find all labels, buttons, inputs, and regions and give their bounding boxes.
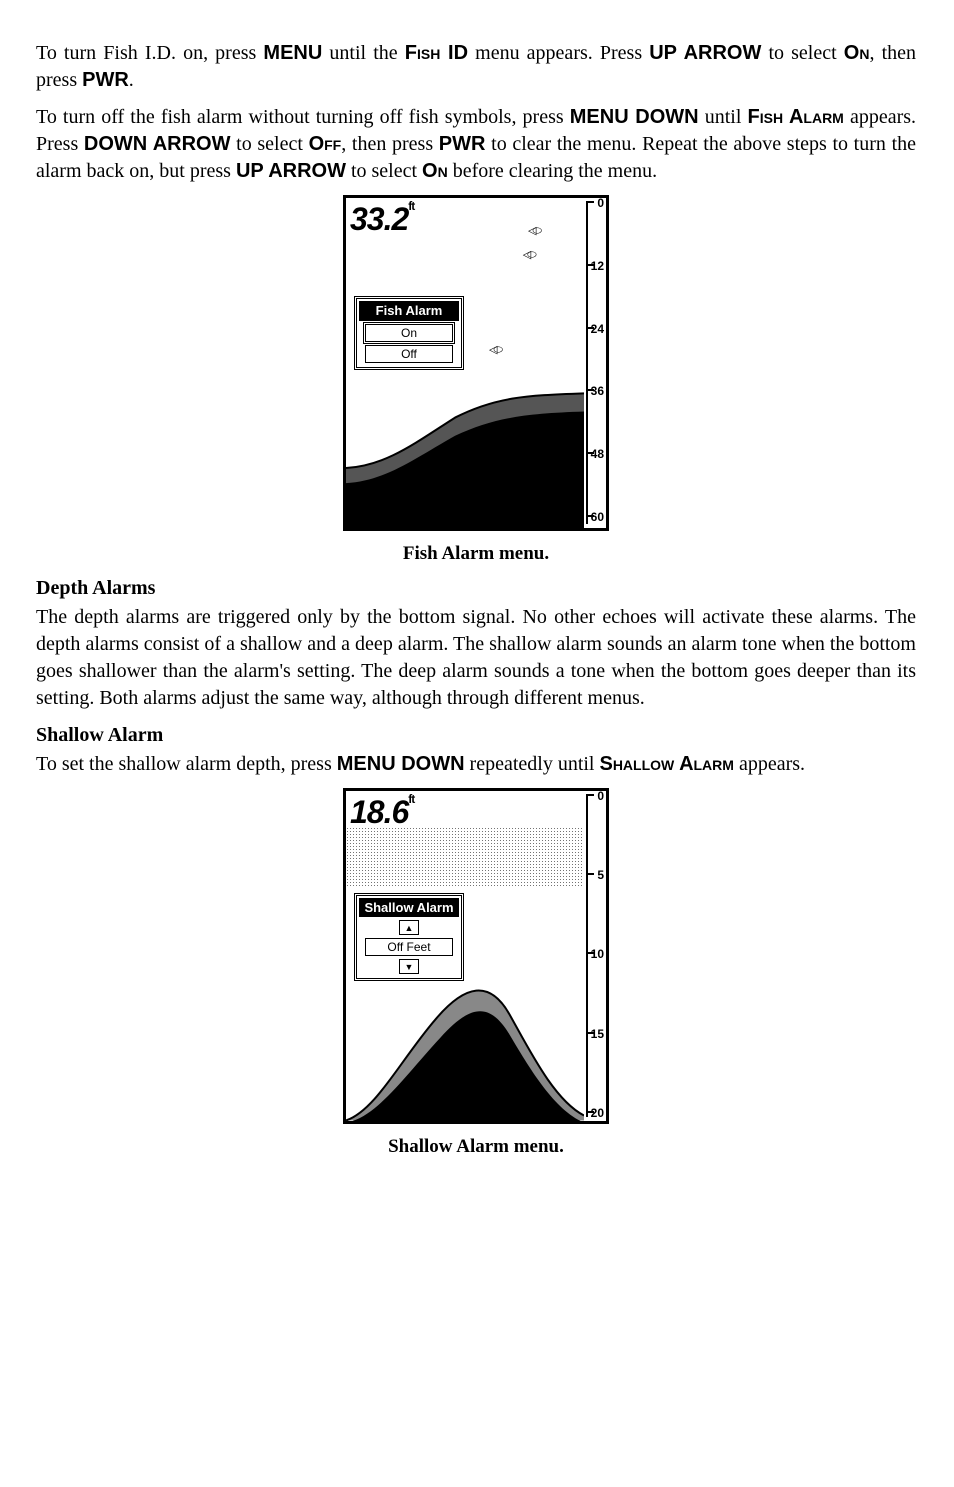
- text: to select: [346, 160, 422, 182]
- text: repeatedly until: [465, 753, 600, 775]
- label-fish-id: Fish ID: [405, 42, 468, 64]
- depth-tick-label: 60: [591, 509, 604, 525]
- depth-tick-label: 12: [591, 258, 604, 274]
- text: To turn Fish I.D. on, press: [36, 42, 263, 64]
- fish-icon: ◁⬭: [523, 248, 533, 263]
- text: until: [699, 106, 748, 128]
- depth-tick-mark: [586, 201, 594, 203]
- depth-tick-mark: [586, 327, 594, 329]
- sonar-screenshot-fish-alarm: 33.2ft Fish Alarm On Off 0.0mph 01224364…: [343, 195, 609, 531]
- arrow-up-icon: ▲: [399, 920, 419, 935]
- depth-tick-label: 10: [591, 946, 604, 962]
- menu-title: Shallow Alarm: [359, 898, 459, 918]
- paragraph-depth-alarms: The depth alarms are triggered only by t…: [36, 604, 916, 712]
- key-pwr: PWR: [439, 133, 486, 155]
- figure-caption: Fish Alarm menu.: [36, 541, 916, 567]
- depth-ruler: 0 5 10 15 20: [582, 791, 606, 1121]
- depth-tick-mark: [586, 389, 594, 391]
- depth-tick-mark: [586, 1032, 594, 1034]
- speed-readout: 0.0mph: [350, 504, 406, 526]
- paragraph-fish-alarm-toggle: To turn off the fish alarm without turni…: [36, 104, 916, 185]
- depth-tick-mark: [586, 1111, 594, 1113]
- text: before clearing the menu.: [448, 160, 657, 182]
- depth-tick-mark: [586, 873, 594, 875]
- depth-tick-mark: [586, 452, 594, 454]
- key-menu-down: MENU DOWN: [337, 753, 465, 775]
- depth-tick-label: 0: [597, 788, 604, 804]
- depth-tick-mark: [586, 952, 594, 954]
- label-off: Off: [309, 133, 342, 155]
- sonar-surface-noise: [346, 827, 584, 887]
- figure-shallow-alarm: 18.6ft Shallow Alarm ▲ Off Feet ▼ 051015…: [36, 788, 916, 1160]
- label-on: On: [422, 160, 448, 182]
- depth-value: 33.2: [350, 201, 408, 237]
- depth-tick-label: 36: [591, 383, 604, 399]
- depth-tick-label: 15: [591, 1026, 604, 1042]
- depth-tick-mark: [586, 264, 594, 266]
- label-shallow-alarm: Shallow Alarm: [599, 753, 733, 775]
- depth-readout: 33.2ft: [350, 198, 414, 241]
- menu-option-on: On: [365, 324, 453, 342]
- text: To turn off the fish alarm without turni…: [36, 106, 570, 128]
- key-up-arrow: UP ARROW: [649, 42, 761, 64]
- figure-caption: Shallow Alarm menu.: [36, 1134, 916, 1160]
- menu-title: Fish Alarm: [359, 301, 459, 321]
- text: to select: [230, 133, 308, 155]
- paragraph-shallow-alarm: To set the shallow alarm depth, press ME…: [36, 751, 916, 778]
- paragraph-fish-id: To turn Fish I.D. on, press MENU until t…: [36, 40, 916, 94]
- key-pwr: PWR: [82, 69, 129, 91]
- depth-tick-mark: [586, 794, 594, 796]
- depth-tick-label: 20: [591, 1105, 604, 1121]
- fish-icon: ◁⬭: [528, 224, 538, 239]
- sonar-screenshot-shallow-alarm: 18.6ft Shallow Alarm ▲ Off Feet ▼ 051015…: [343, 788, 609, 1124]
- depth-tick-label: 0: [597, 195, 604, 211]
- key-menu-down: MENU DOWN: [570, 106, 699, 128]
- depth-value: 18.6: [350, 794, 408, 830]
- depth-tick-label: 24: [591, 321, 604, 337]
- fish-icon: ◁⬭: [489, 343, 499, 358]
- depth-tick-label: 5: [597, 867, 604, 883]
- heading-shallow-alarm: Shallow Alarm: [36, 722, 916, 749]
- key-up-arrow: UP ARROW: [236, 160, 346, 182]
- sonar-bottom: [346, 347, 584, 529]
- label-on: On: [844, 42, 870, 64]
- text: To set the shallow alarm depth, press: [36, 753, 337, 775]
- depth-unit: ft: [408, 792, 414, 806]
- text: , then press: [341, 133, 439, 155]
- text: menu appears. Press: [468, 42, 649, 64]
- text: .: [129, 69, 134, 91]
- key-down-arrow: DOWN ARROW: [84, 133, 231, 155]
- depth-unit: ft: [408, 199, 414, 213]
- text: until the: [322, 42, 404, 64]
- label-fish-alarm: Fish Alarm: [748, 106, 844, 128]
- text: appears.: [734, 753, 805, 775]
- figure-fish-alarm: 33.2ft Fish Alarm On Off 0.0mph 01224364…: [36, 195, 916, 567]
- key-menu: MENU: [263, 42, 322, 64]
- heading-depth-alarms: Depth Alarms: [36, 575, 916, 602]
- depth-tick-label: 48: [591, 446, 604, 462]
- sonar-bottom: [346, 939, 584, 1121]
- depth-ruler: 0 12 24 36 48 60: [582, 198, 606, 528]
- depth-tick-mark: [586, 515, 594, 517]
- text: to select: [761, 42, 843, 64]
